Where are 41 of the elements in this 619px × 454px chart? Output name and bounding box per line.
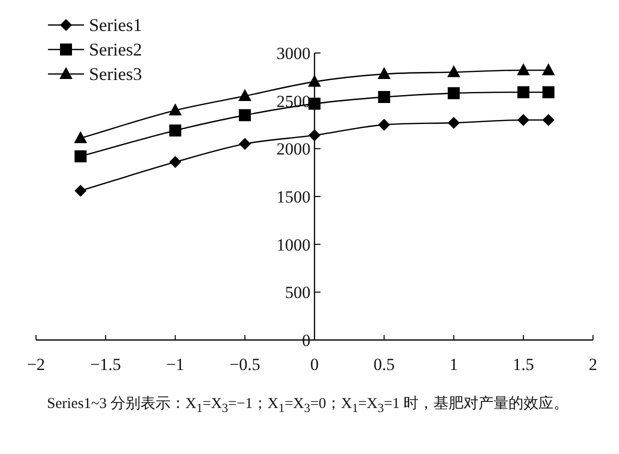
y-tick-label: 500 — [285, 283, 310, 302]
point — [378, 118, 390, 131]
x-tick-label: 1.5 — [512, 355, 534, 374]
point — [169, 156, 182, 168]
x-tick-label: 2 — [588, 355, 598, 374]
point — [74, 150, 87, 162]
point — [238, 109, 251, 122]
legend-label: Series2 — [89, 40, 142, 60]
x-tick-label: −1 — [166, 355, 184, 374]
text: Series1~3 分别表示：X$_{1}$=X$_{3}$=−1；X$_{1}$=X$_{3}$=0；X$_{1}$=X$_{3}$=1 时，基肥对产量的效应。 — [47, 396, 569, 415]
point — [308, 98, 320, 110]
point — [517, 114, 530, 126]
point — [447, 65, 460, 78]
point — [378, 67, 391, 80]
point — [308, 74, 321, 87]
point — [542, 86, 554, 98]
y-tick-label: 1500 — [276, 188, 310, 206]
point — [238, 138, 251, 150]
x-tick-label: −1.5 — [90, 355, 122, 374]
point — [542, 114, 554, 126]
x-tick-label: 0.5 — [374, 355, 395, 374]
point — [74, 184, 87, 197]
y-tick-label: 2000 — [276, 140, 310, 159]
point — [516, 63, 530, 76]
point — [378, 91, 390, 104]
y-tick-label: 3000 — [276, 44, 310, 63]
x-tick-label: −0.5 — [229, 355, 260, 374]
point — [74, 131, 88, 144]
point — [169, 124, 182, 136]
point — [542, 63, 555, 76]
point — [168, 103, 182, 116]
legend-label: Series3 — [89, 64, 142, 84]
point — [517, 86, 530, 98]
point — [448, 87, 460, 100]
point — [448, 116, 460, 129]
y-tick-label: 1000 — [276, 235, 310, 254]
legend-label: Series1 — [89, 15, 142, 35]
point — [308, 129, 320, 142]
point — [238, 89, 252, 102]
x-tick-label: −2 — [26, 355, 46, 374]
x-tick-label: 1 — [450, 355, 458, 374]
